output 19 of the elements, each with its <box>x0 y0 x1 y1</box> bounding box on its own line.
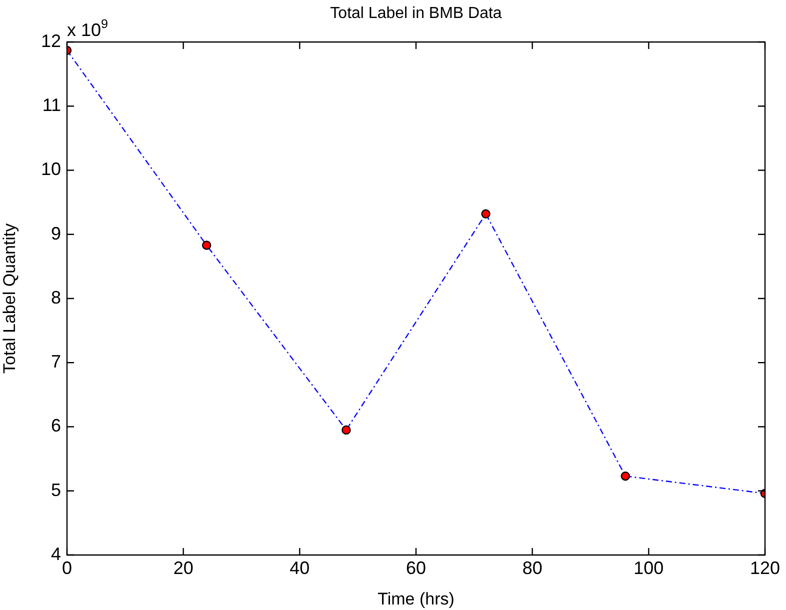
y-axis-title: Total Label Quantity <box>0 222 19 374</box>
y-tick-label: 9 <box>50 223 61 244</box>
x-tick-label: 100 <box>634 558 664 578</box>
x-tick-label: 40 <box>290 558 310 578</box>
y-tick-label: 4 <box>50 544 61 564</box>
y-tick-label: 8 <box>50 287 61 308</box>
y-tick-label: 10 <box>40 159 61 180</box>
y-tick-label: 6 <box>50 416 61 436</box>
y-tick-label: 12 <box>40 30 61 51</box>
x-tick-label: 120 <box>750 558 780 578</box>
x-tick-label: 20 <box>173 558 194 578</box>
x-tick-label: 80 <box>522 558 542 578</box>
y-tick-label: 11 <box>42 95 61 116</box>
chart-title: Total Label in BMB Data <box>330 5 502 22</box>
x-axis-title: Time (hrs) <box>378 589 454 608</box>
y-tick-label: 7 <box>50 352 61 372</box>
x-tick-label: 0 <box>62 558 72 578</box>
y-tick-label: 5 <box>50 480 61 500</box>
x-tick-label: 60 <box>406 558 426 578</box>
